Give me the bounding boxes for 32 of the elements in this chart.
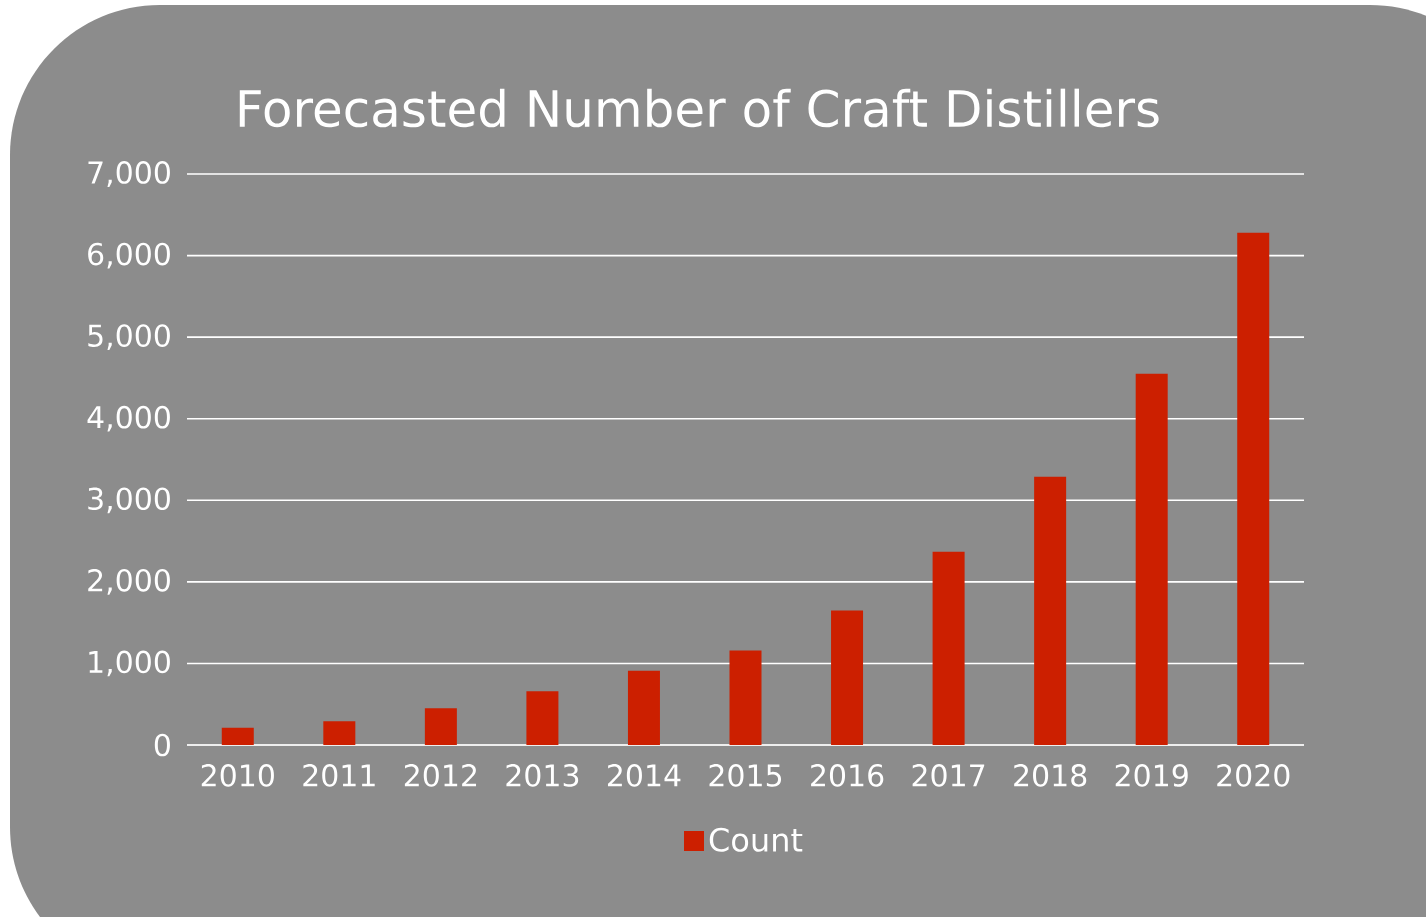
y-tick-label: 0: [154, 733, 170, 757]
bar: [932, 551, 965, 745]
bar: [323, 721, 356, 745]
bar: [424, 708, 457, 745]
y-tick-label: 7,000: [88, 161, 170, 187]
x-tick-label: 2013: [506, 764, 579, 787]
x-tick-label: 2016: [811, 764, 884, 787]
bar: [729, 650, 762, 745]
y-tick-label: 1,000: [89, 650, 170, 677]
x-tick-label: 2020: [1217, 764, 1290, 787]
legend-label: Count: [709, 827, 803, 852]
y-tick-label: 5,000: [88, 324, 170, 351]
x-tick-label: 2014: [607, 764, 681, 787]
x-tick-label: 2012: [404, 764, 477, 787]
y-tick-label: 2,000: [88, 568, 170, 595]
x-tick-label: 2018: [1014, 764, 1087, 787]
x-tick-label: 2019: [1115, 764, 1188, 787]
y-tick-label: 4,000: [87, 405, 170, 432]
chart-title: Forecasted Number of Craft Distillers: [239, 88, 1159, 128]
x-tick-label: 2017: [912, 764, 985, 787]
bar: [627, 670, 660, 745]
y-tick-label: 6,000: [88, 242, 170, 269]
x-tick-label: 2015: [709, 764, 782, 787]
bar: [221, 727, 254, 745]
bar: [1237, 232, 1270, 745]
bar: [831, 610, 864, 745]
y-tick-label: 3,000: [88, 487, 170, 514]
bar: [1034, 476, 1067, 745]
x-tick-label: 2011: [303, 764, 375, 787]
bar: [1135, 373, 1168, 745]
bar: [526, 691, 559, 745]
x-tick-label: 2010: [201, 764, 274, 787]
